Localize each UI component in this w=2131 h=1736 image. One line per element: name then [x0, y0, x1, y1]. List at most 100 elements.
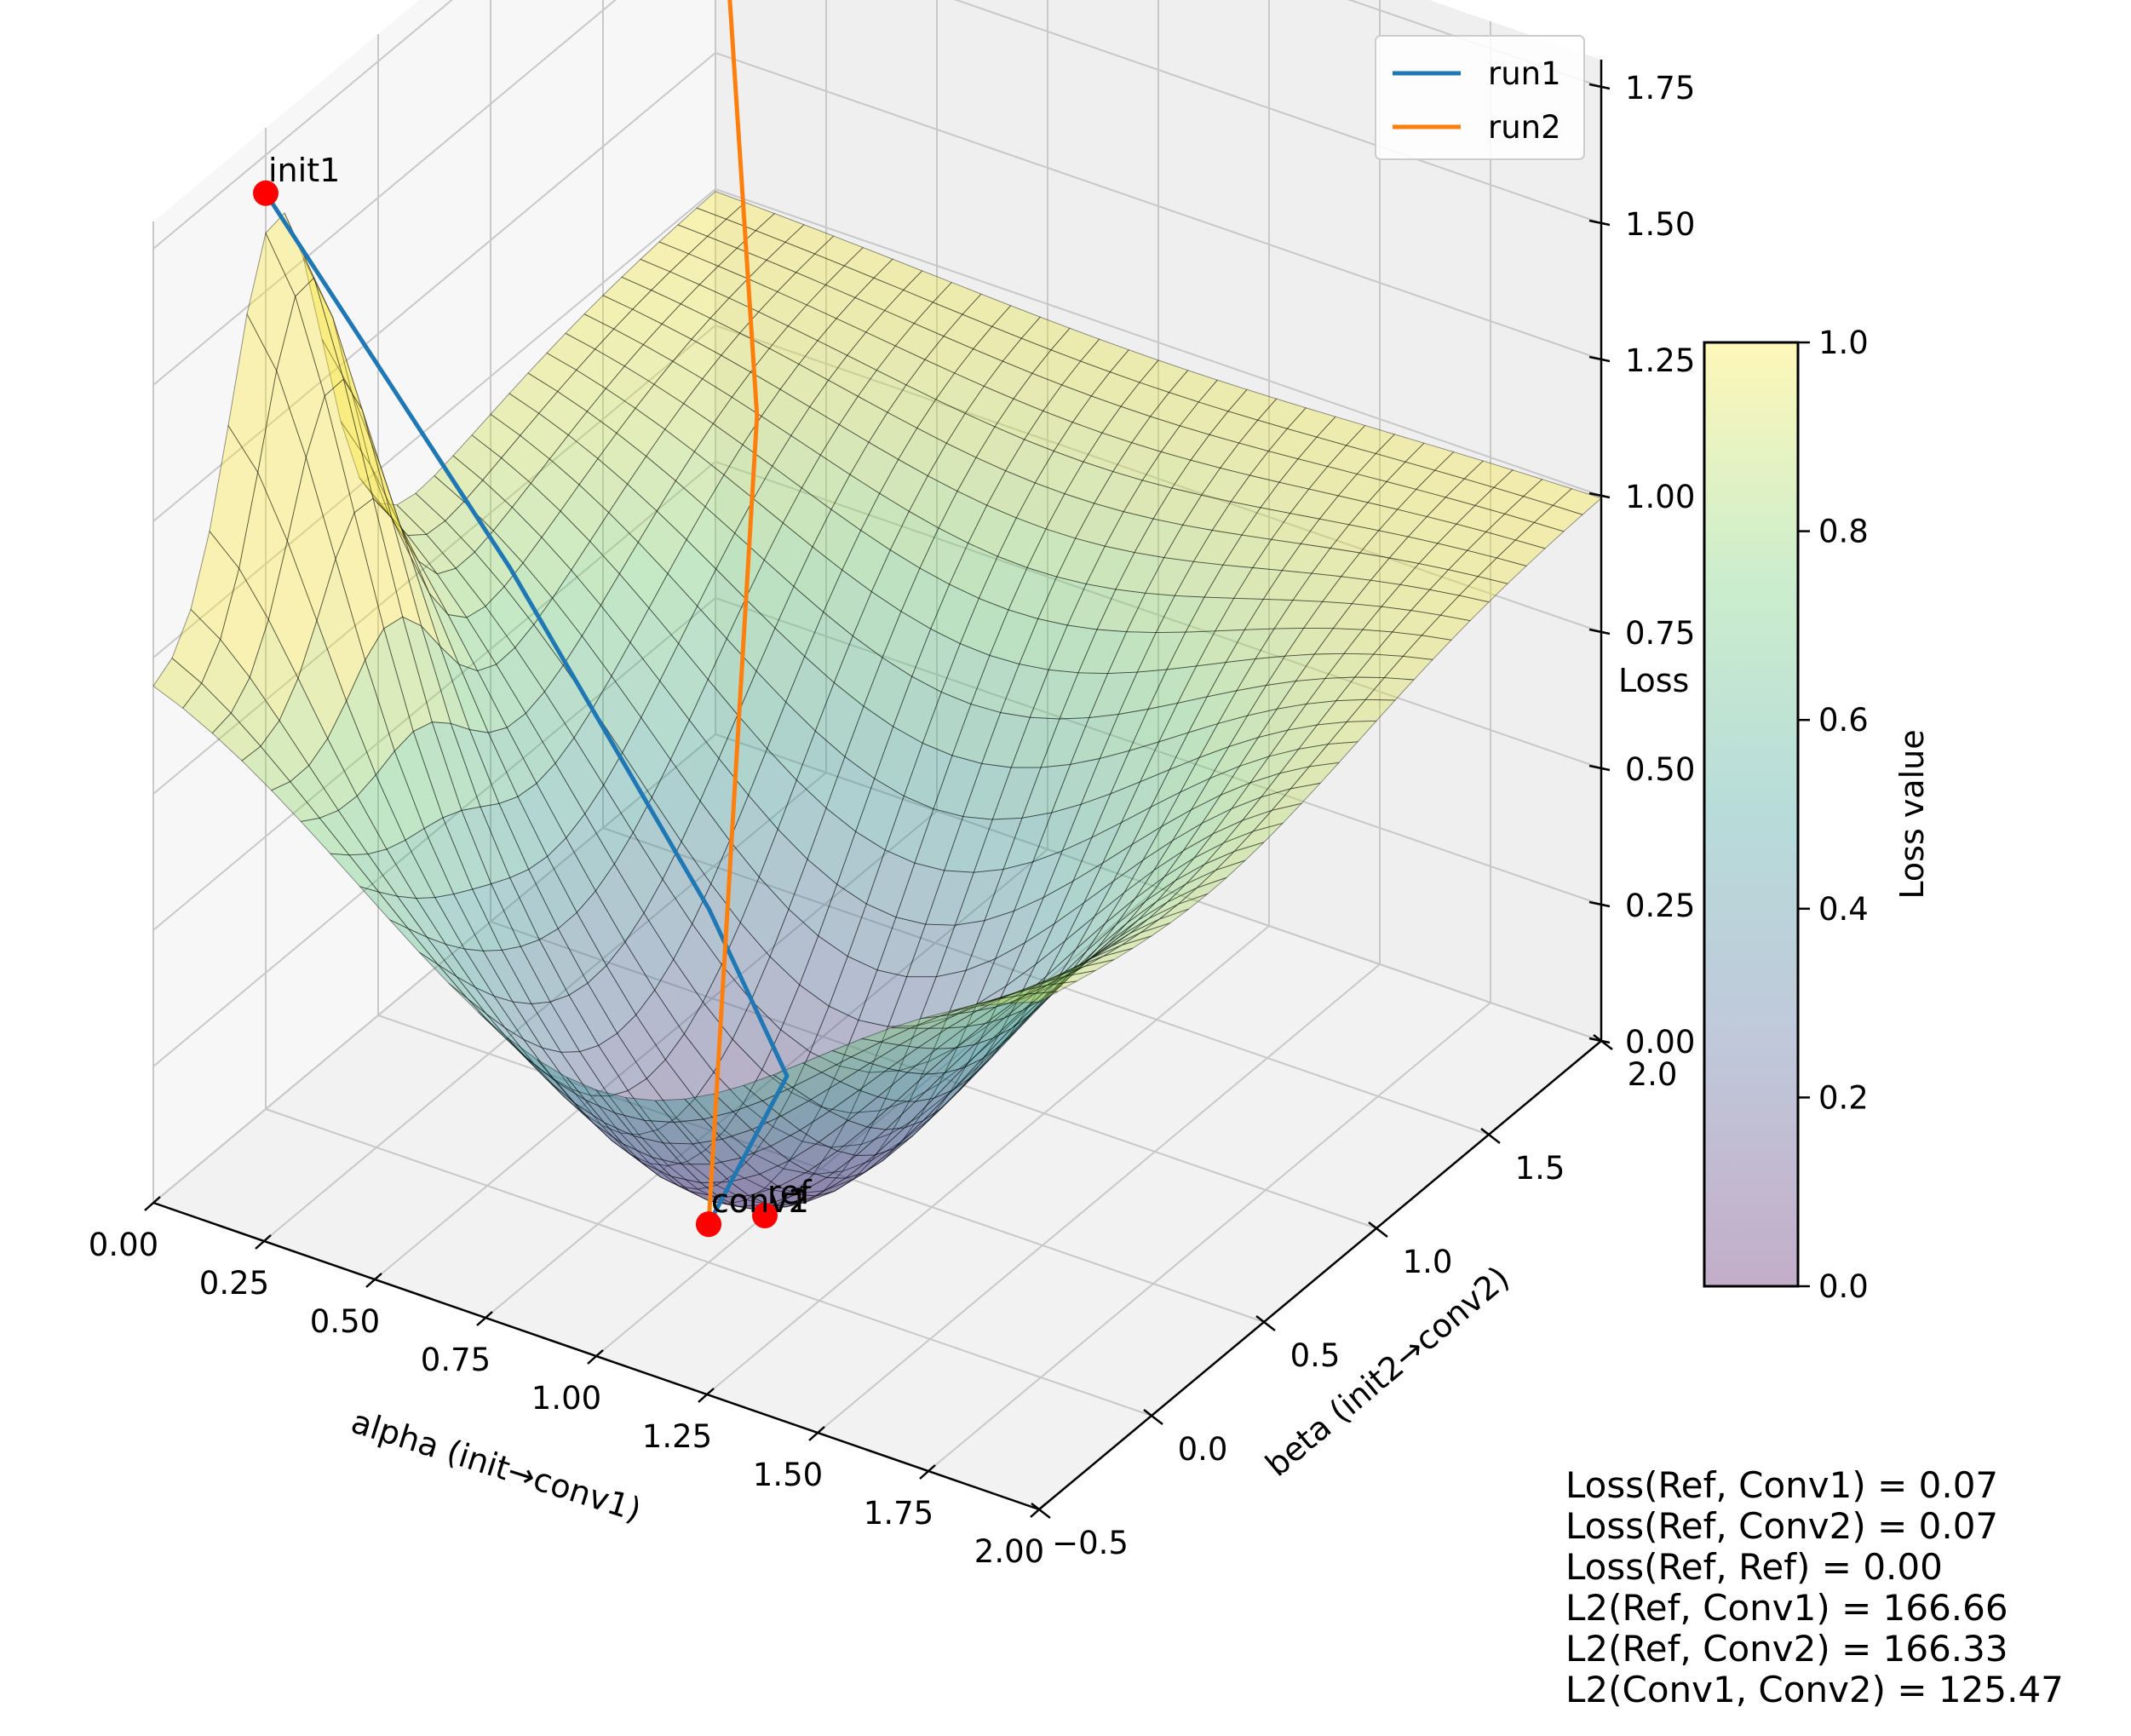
surface-cell — [319, 809, 369, 856]
surface-cell — [677, 207, 727, 237]
y-tick-mark — [1368, 1222, 1388, 1238]
surface-cell — [201, 638, 250, 714]
surface-cell — [1179, 401, 1229, 435]
surface-cell — [1014, 974, 1064, 1003]
surface-cell — [541, 510, 591, 571]
surface-cell — [375, 750, 425, 841]
surface-cell — [1140, 908, 1190, 934]
surface-cell — [622, 716, 671, 799]
z-tick-label: 1.50 — [1625, 206, 1695, 243]
surface-cell — [407, 928, 457, 977]
surface-cell — [1053, 422, 1103, 463]
surface-cell — [654, 1098, 704, 1123]
surface-cell — [979, 1007, 1029, 1066]
surface-cell — [860, 1027, 910, 1043]
surface-cell — [669, 253, 720, 285]
surface-cell — [1407, 515, 1457, 544]
surface-cell — [624, 1097, 675, 1124]
surface-cell — [279, 677, 329, 767]
surface-cell — [898, 1017, 948, 1072]
legend-label-run1: run1 — [1488, 55, 1561, 92]
surface-cell — [838, 395, 888, 443]
surface-cell — [1006, 976, 1055, 997]
surface-cell — [724, 1102, 773, 1155]
surface-cell — [554, 737, 605, 815]
surface-cell — [537, 1059, 586, 1101]
surface-cell — [914, 1066, 965, 1102]
surface-cell — [1381, 583, 1431, 612]
surface-cell — [1106, 631, 1157, 675]
surface-cell — [528, 855, 577, 929]
surface-cell — [986, 470, 1036, 519]
surface-cell — [828, 354, 877, 397]
surface-cell — [1054, 956, 1104, 977]
surface-cell — [740, 1146, 790, 1175]
surface-cell — [1047, 970, 1096, 986]
surface-cell — [1125, 592, 1176, 634]
surface-cell — [1147, 665, 1198, 710]
surface-cell — [1281, 543, 1331, 574]
surface-cell — [1091, 780, 1141, 839]
surface-cell — [772, 1092, 822, 1142]
surface-cell — [1043, 836, 1093, 899]
y-tick-label: 1.5 — [1515, 1150, 1565, 1187]
surface-cell — [678, 605, 727, 681]
surface-cell — [796, 730, 846, 809]
surface-cell — [1116, 876, 1165, 925]
surface-cell — [1196, 859, 1246, 888]
surface-cell — [1346, 698, 1396, 722]
surface-cell — [1150, 756, 1200, 808]
surface-cell — [1273, 600, 1324, 629]
surface-cell — [1141, 451, 1192, 489]
surface-cell — [401, 616, 451, 724]
surface-cell — [906, 923, 956, 978]
point-label-ref: ref — [767, 1174, 813, 1211]
surface-cell — [1198, 715, 1249, 759]
surface-cell — [447, 613, 497, 672]
surface-cell — [1209, 736, 1260, 779]
surface-cell — [466, 606, 516, 665]
surface-cell — [295, 277, 344, 397]
surface-cell — [428, 593, 479, 672]
surface-cell — [1458, 576, 1508, 603]
surface-cell — [1136, 631, 1186, 673]
surface-cell — [332, 317, 382, 468]
surface-cell — [456, 976, 506, 1028]
surface-cell — [512, 1001, 562, 1053]
surface-cell — [815, 1172, 864, 1197]
surface-cell — [1078, 923, 1128, 969]
surface-cell — [557, 369, 606, 412]
surface-cell — [891, 1015, 940, 1029]
y-tick-mark — [1255, 1315, 1276, 1331]
surface-cell — [1003, 985, 1053, 1019]
surface-cell — [1056, 923, 1106, 980]
surface-cell — [876, 917, 927, 978]
surface-cell — [975, 426, 1025, 472]
surface-cell — [1477, 557, 1527, 584]
surface-cell — [1367, 480, 1417, 510]
surface-cell — [737, 670, 787, 750]
surface-cell — [1144, 557, 1195, 596]
surface-cell — [445, 501, 494, 553]
surface-cell — [335, 511, 385, 662]
z-tick-mark — [1588, 83, 1611, 90]
surface-cell — [653, 360, 704, 405]
surface-cell — [889, 510, 939, 569]
surface-cell — [507, 1037, 557, 1082]
surface-cell — [1101, 405, 1152, 444]
surface-cell — [490, 393, 540, 436]
surface-cell — [871, 1115, 922, 1161]
surface-cell — [1172, 794, 1222, 842]
surface-cell — [854, 277, 905, 312]
surface-cell — [750, 1115, 801, 1147]
surface-cell — [391, 517, 441, 647]
surface-cell — [491, 877, 540, 947]
surface-cell — [687, 235, 738, 267]
surface-cell — [699, 757, 750, 842]
y-tick-mark — [1143, 1409, 1163, 1425]
surface-cell — [496, 647, 545, 715]
surface-cell — [431, 721, 481, 812]
y-tick-label: 1.0 — [1403, 1244, 1453, 1280]
surface-cell — [533, 1064, 583, 1113]
surface-cell — [372, 497, 422, 627]
